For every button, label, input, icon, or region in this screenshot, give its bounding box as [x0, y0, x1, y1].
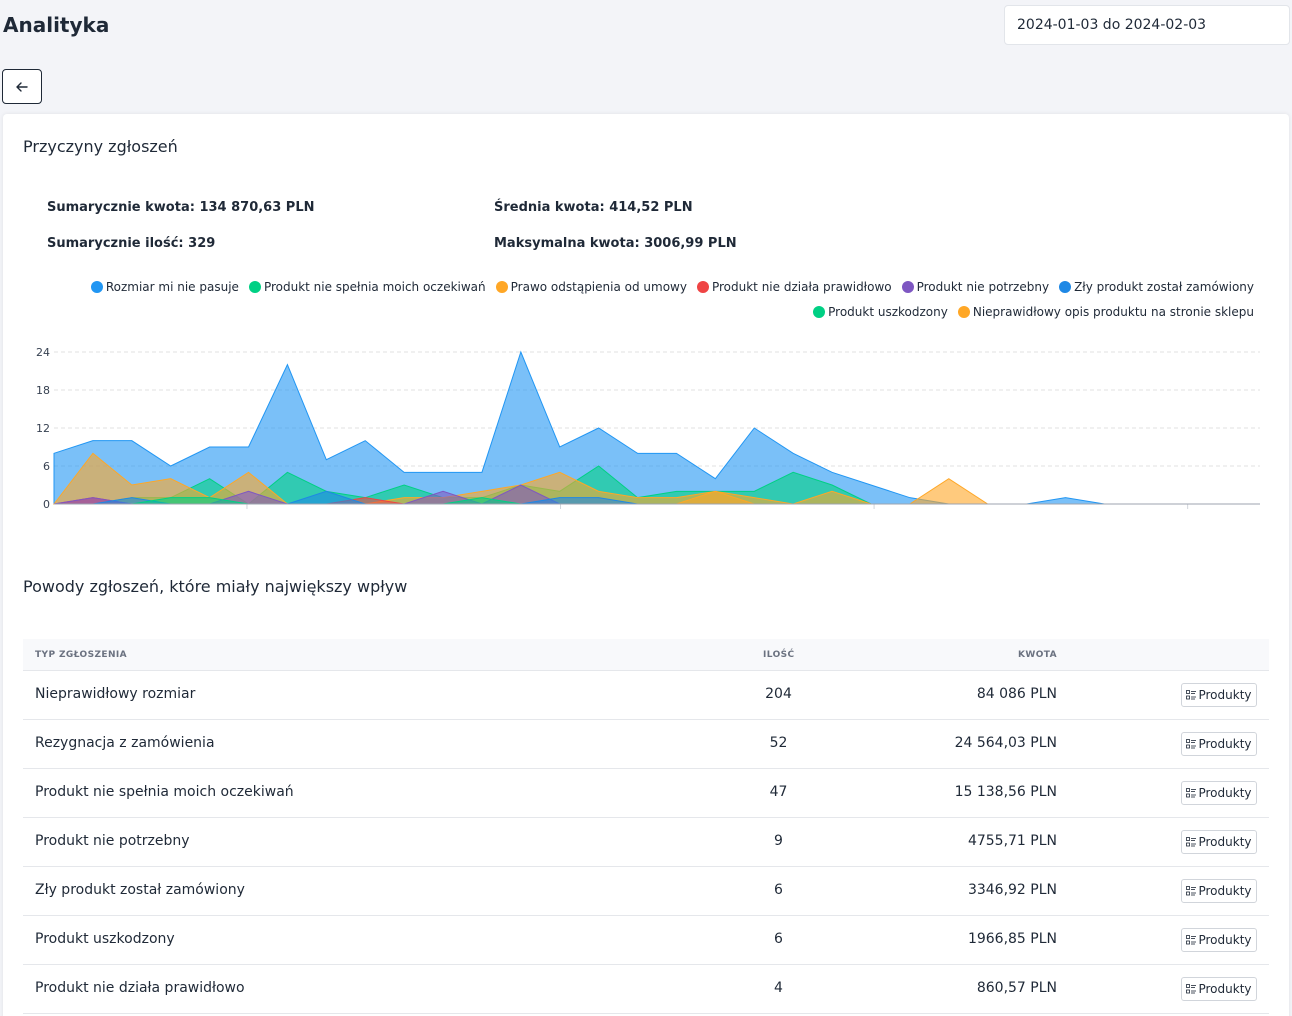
stat-sum-amount: Sumarycznie kwota: 134 870,63 PLN — [47, 200, 315, 215]
legend-label: Produkt nie działa prawidłowo — [711, 280, 892, 294]
legend-marker — [495, 281, 508, 293]
legend-marker — [1059, 281, 1072, 293]
list-icon — [1186, 935, 1197, 945]
cell-type: Produkt uszkodzony — [35, 931, 175, 947]
products-button[interactable]: Produkty — [1181, 977, 1257, 1001]
list-icon — [1186, 837, 1197, 847]
header-qty: ILOŚĆ — [763, 650, 795, 660]
products-button-label: Produkty — [1198, 737, 1252, 751]
cell-qty: 204 — [765, 686, 792, 702]
cell-type: Produkt nie działa prawidłowo — [35, 980, 245, 996]
header-type: TYP ZGŁOSZENIA — [35, 650, 128, 660]
products-button[interactable]: Produkty — [1181, 928, 1257, 952]
cell-qty: 9 — [774, 833, 783, 849]
legend-item[interactable]: Produkt nie działa prawidłowo — [696, 280, 892, 294]
legend-label: Zły produkt został zamówiony — [1074, 280, 1254, 294]
cell-qty: 6 — [774, 882, 783, 898]
cell-qty: 52 — [769, 735, 788, 751]
products-button[interactable]: Produkty — [1181, 732, 1257, 756]
series-area[interactable] — [53, 350, 1260, 505]
cell-type: Nieprawidłowy rozmiar — [35, 686, 196, 702]
page-title: Analityka — [3, 13, 110, 37]
legend-label: Prawo odstąpienia od umowy — [510, 280, 687, 294]
legend-label: Produkt nie spełnia moich oczekiwań — [263, 280, 486, 294]
cell-amount: 15 138,56 PLN — [954, 784, 1057, 800]
legend-marker — [696, 281, 709, 293]
list-icon — [1186, 690, 1197, 700]
section-title: Powody zgłoszeń, które miały największy … — [23, 577, 408, 596]
arrow-left-icon — [16, 81, 28, 92]
reasons-table: TYP ZGŁOSZENIA ILOŚĆ KWOTA Nieprawidłowy… — [23, 639, 1269, 1014]
legend-item[interactable]: Zły produkt został zamówiony — [1059, 280, 1254, 294]
legend-marker — [901, 281, 914, 293]
legend-item[interactable]: Produkt uszkodzony — [813, 305, 948, 319]
legend-marker — [248, 281, 261, 293]
products-button-label: Produkty — [1198, 933, 1252, 947]
table-row: Produkt nie działa prawidłowo 4 860,57 PLN… — [23, 965, 1269, 1014]
products-button-label: Produkty — [1198, 982, 1252, 996]
stat-sum-count: Sumarycznie ilość: 329 — [47, 236, 216, 251]
cell-amount: 3346,92 PLN — [967, 882, 1057, 898]
table-row: Produkt nie potrzebny 9 4755,71 PLN Produkt… — [23, 818, 1269, 867]
products-button[interactable]: Produkty — [1181, 879, 1257, 903]
legend-item[interactable]: Produkt nie spełnia moich oczekiwań — [248, 280, 486, 294]
products-button-label: Produkty — [1198, 884, 1252, 898]
stat-max-amount: Maksymalna kwota: 3006,99 PLN — [494, 236, 737, 251]
table-row: Zły produkt został zamówiony 6 3346,92 PLN… — [23, 867, 1269, 916]
y-tick-label: 12 — [36, 422, 50, 435]
table-header: TYP ZGŁOSZENIA ILOŚĆ KWOTA — [23, 639, 1269, 671]
legend-label: Rozmiar mi nie pasuje — [105, 280, 239, 294]
cell-type: Zły produkt został zamówiony — [35, 882, 245, 898]
cell-qty: 4 — [774, 980, 783, 996]
table-row: Nieprawidłowy rozmiar 204 84 086 PLN Produk… — [23, 671, 1269, 720]
products-button-label: Produkty — [1198, 786, 1252, 800]
list-icon — [1186, 886, 1197, 896]
cell-qty: 6 — [774, 931, 783, 947]
y-tick-label: 18 — [36, 384, 50, 397]
cell-amount: 1966,85 PLN — [967, 931, 1057, 947]
cell-type: Rezygnacja z zamówienia — [35, 735, 215, 751]
products-button-label: Produkty — [1198, 835, 1252, 849]
chart-legend: Rozmiar mi nie pasuje Produkt nie spełnia… — [23, 280, 1254, 294]
legend-item[interactable]: Produkt nie potrzebny — [901, 280, 1050, 294]
legend-item[interactable]: Prawo odstąpienia od umowy — [495, 280, 687, 294]
cell-amount: 860,57 PLN — [976, 980, 1057, 996]
products-button[interactable]: Produkty — [1181, 683, 1257, 707]
table-row: Rezygnacja z zamówienia 52 24 564,03 PLN Pr… — [23, 720, 1269, 769]
area-chart: 24 18 12 6 0 — [36, 346, 1260, 511]
card-title: Przyczyny zgłoszeń — [23, 137, 178, 156]
products-button[interactable]: Produkty — [1181, 781, 1257, 805]
legend-item[interactable]: Nieprawidłowy opis produktu na stronie s… — [957, 305, 1254, 319]
table-row: Produkt uszkodzony 6 1966,85 PLN Produkty — [23, 916, 1269, 965]
table-row: Produkt nie spełnia moich oczekiwań 47 15 … — [23, 769, 1269, 818]
legend-marker — [957, 306, 970, 318]
legend-item[interactable]: Rozmiar mi nie pasuje — [90, 280, 239, 294]
cell-amount: 84 086 PLN — [976, 686, 1057, 702]
date-range-picker[interactable]: 2024-01-03 do 2024-02-03 — [1004, 5, 1290, 45]
analytics-card: Przyczyny zgłoszeń Sumarycznie kwota: 13… — [3, 114, 1289, 1016]
legend-marker — [90, 281, 103, 293]
legend-label: Produkt uszkodzony — [828, 305, 948, 319]
y-tick-label: 0 — [43, 498, 50, 511]
header-amount: KWOTA — [1018, 650, 1057, 660]
products-button[interactable]: Produkty — [1181, 830, 1257, 854]
cell-type: Produkt nie potrzebny — [35, 833, 190, 849]
list-icon — [1186, 984, 1197, 994]
legend-label: Nieprawidłowy opis produktu na stronie s… — [972, 305, 1254, 319]
list-icon — [1186, 788, 1197, 798]
y-tick-label: 6 — [43, 460, 50, 473]
legend-label: Produkt nie potrzebny — [916, 280, 1050, 294]
chart-legend-row-2: Produkt uszkodzony Nieprawidłowy opis pro… — [23, 305, 1254, 319]
y-tick-label: 24 — [36, 346, 50, 359]
cell-type: Produkt nie spełnia moich oczekiwań — [35, 784, 294, 800]
cell-amount: 24 564,03 PLN — [954, 735, 1057, 751]
stat-avg-amount: Średnia kwota: 414,52 PLN — [494, 200, 693, 215]
products-button-label: Produkty — [1198, 688, 1252, 702]
back-button[interactable] — [2, 69, 42, 104]
cell-amount: 4755,71 PLN — [967, 833, 1057, 849]
legend-marker — [813, 306, 826, 318]
list-icon — [1186, 739, 1197, 749]
cell-qty: 47 — [769, 784, 788, 800]
